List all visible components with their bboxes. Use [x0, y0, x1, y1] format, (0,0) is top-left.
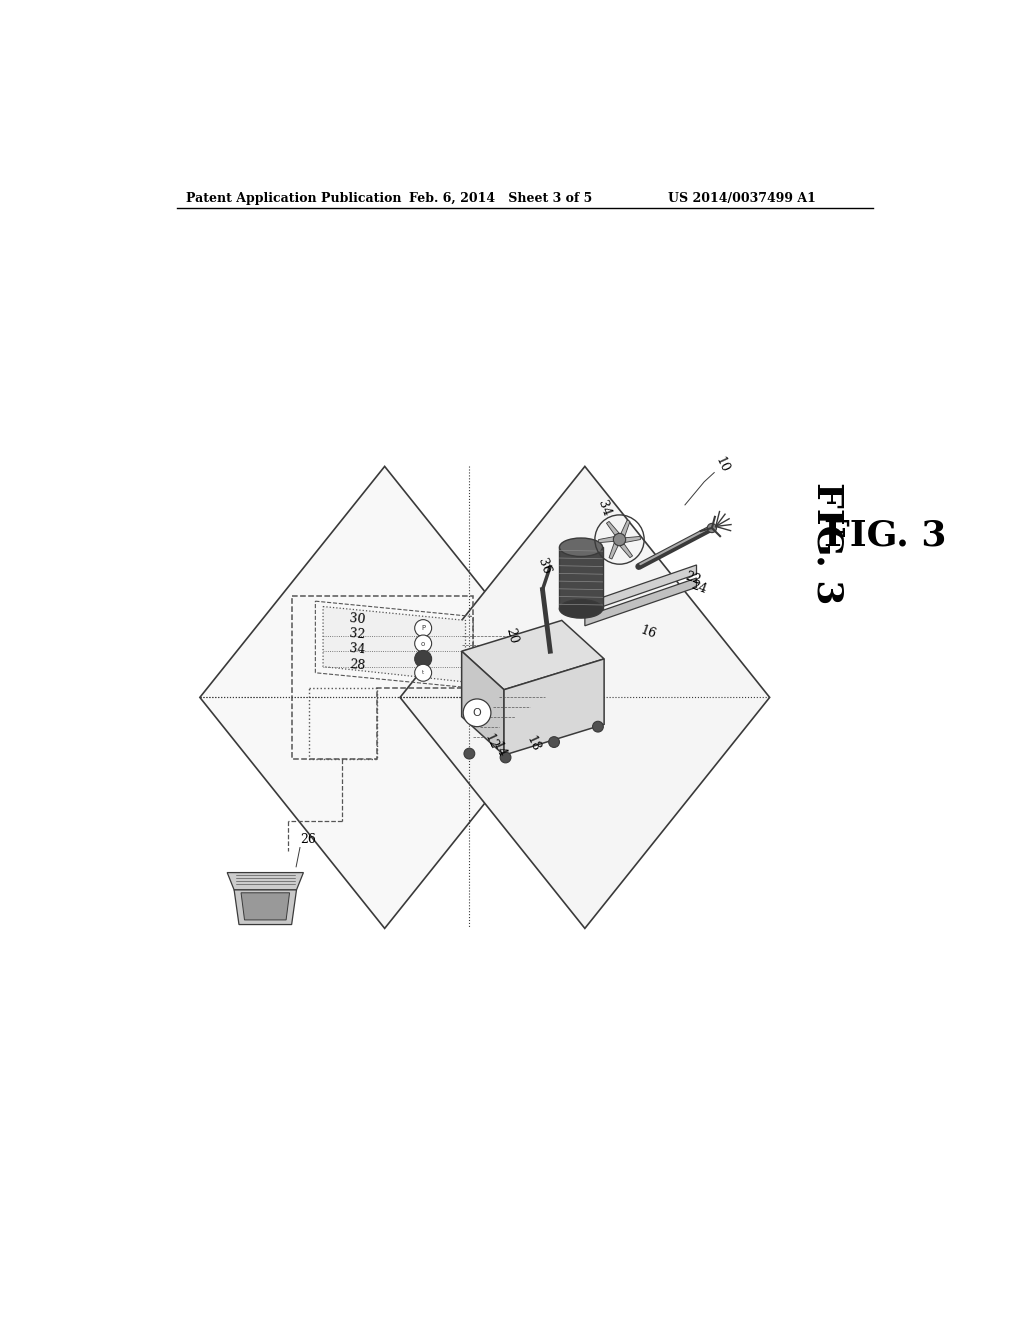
Circle shape — [415, 651, 432, 668]
Polygon shape — [241, 892, 290, 920]
Polygon shape — [621, 520, 630, 536]
Text: 12: 12 — [481, 733, 500, 752]
Text: US 2014/0037499 A1: US 2014/0037499 A1 — [668, 191, 816, 205]
Text: 34: 34 — [595, 499, 613, 519]
Polygon shape — [599, 537, 614, 543]
Text: 10: 10 — [713, 455, 731, 475]
Text: Feb. 6, 2014   Sheet 3 of 5: Feb. 6, 2014 Sheet 3 of 5 — [410, 191, 593, 205]
Polygon shape — [606, 521, 620, 536]
Text: O: O — [473, 708, 481, 718]
Text: 24: 24 — [689, 578, 709, 597]
Circle shape — [708, 523, 717, 532]
Polygon shape — [504, 659, 604, 755]
Polygon shape — [227, 873, 303, 890]
Text: t: t — [422, 671, 424, 676]
Polygon shape — [609, 543, 618, 560]
Text: 30: 30 — [349, 611, 367, 626]
Text: FIG. 3: FIG. 3 — [810, 482, 845, 605]
Text: Patent Application Publication: Patent Application Publication — [186, 191, 401, 205]
Polygon shape — [559, 548, 602, 609]
Text: o: o — [421, 640, 425, 647]
Polygon shape — [234, 890, 297, 924]
Text: 20: 20 — [504, 627, 520, 645]
Circle shape — [415, 635, 432, 652]
Polygon shape — [400, 466, 770, 928]
Polygon shape — [462, 620, 604, 689]
Polygon shape — [620, 544, 633, 557]
Text: 22: 22 — [683, 569, 702, 587]
Polygon shape — [585, 565, 696, 612]
Circle shape — [464, 748, 475, 759]
Polygon shape — [462, 651, 504, 755]
Circle shape — [613, 533, 626, 545]
Text: 36: 36 — [535, 557, 553, 577]
Text: 26: 26 — [300, 833, 315, 846]
Text: 14: 14 — [489, 739, 508, 760]
Circle shape — [549, 737, 559, 747]
Text: P: P — [421, 626, 425, 631]
Ellipse shape — [559, 599, 602, 618]
Polygon shape — [200, 466, 569, 928]
Circle shape — [415, 664, 432, 681]
Text: FIG. 3: FIG. 3 — [823, 519, 946, 553]
Circle shape — [415, 619, 432, 636]
Circle shape — [593, 721, 603, 733]
Circle shape — [500, 752, 511, 763]
Circle shape — [463, 700, 490, 726]
Text: 16: 16 — [638, 623, 657, 640]
Text: 34: 34 — [349, 643, 367, 657]
Polygon shape — [323, 607, 466, 682]
Text: 28: 28 — [349, 657, 367, 672]
Ellipse shape — [559, 539, 602, 557]
Text: 18: 18 — [523, 734, 542, 754]
Polygon shape — [625, 536, 640, 543]
Text: 32: 32 — [349, 627, 367, 642]
Polygon shape — [585, 578, 696, 626]
